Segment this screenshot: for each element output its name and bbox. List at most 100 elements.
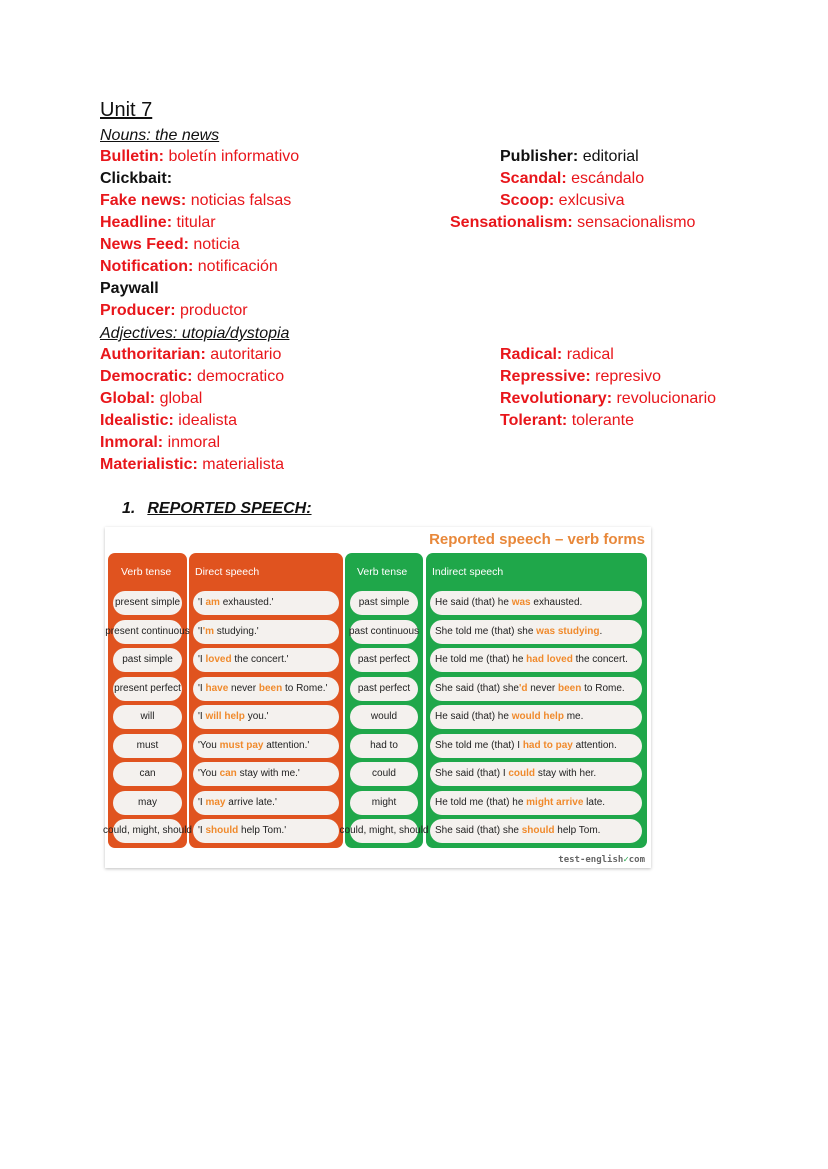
highlighted-verb: must pay bbox=[219, 739, 264, 751]
nouns-heading: Nouns: the news bbox=[100, 127, 220, 144]
vocab-entry: Tolerant: tolerante bbox=[500, 410, 634, 432]
new-tense-cell: could bbox=[350, 762, 418, 786]
sentence-text: She told me (that) she bbox=[435, 625, 537, 637]
test-english-logo: test-english✓com bbox=[558, 855, 645, 865]
sentence-text: 'I bbox=[198, 654, 206, 665]
direct-speech-cell: 'I loved the concert.' bbox=[193, 648, 339, 672]
highlighted-verb: could bbox=[508, 768, 536, 779]
vocab-term: Notification: bbox=[100, 258, 194, 275]
highlighted-verb: might arrive bbox=[526, 796, 584, 808]
direct-speech-cell: 'You can stay with me.' bbox=[193, 762, 339, 786]
indirect-speech-cell: She told me (that) I had to pay attentio… bbox=[430, 733, 642, 758]
cell-text: would bbox=[370, 711, 398, 722]
vocab-definition: noticia bbox=[193, 236, 240, 253]
sentence-text: never bbox=[527, 682, 559, 694]
vocab-term: Inmoral: bbox=[100, 434, 164, 451]
sentence-text: late. bbox=[583, 796, 606, 808]
adjectives-heading: Adjectives: utopia/dystopia bbox=[100, 325, 290, 342]
vocab-term: Tolerant: bbox=[500, 412, 568, 429]
sentence-text: exhausted. bbox=[530, 597, 583, 608]
tense-cell: must bbox=[113, 733, 182, 758]
highlighted-verb: was studying bbox=[536, 625, 600, 637]
highlighted-verb: 'm bbox=[202, 625, 214, 637]
vocab-definition: represivo bbox=[595, 368, 661, 385]
vocab-term: Fake news: bbox=[100, 192, 187, 209]
highlighted-verb: had loved bbox=[526, 654, 573, 665]
sentence-text: 'You bbox=[198, 739, 220, 751]
cell-text: can bbox=[139, 768, 156, 779]
sentence-text: 'I bbox=[198, 597, 206, 608]
highlighted-verb: been bbox=[258, 682, 283, 694]
vocab-definition: notificación bbox=[197, 258, 278, 275]
vocab-definition: boletín informativo bbox=[168, 148, 300, 165]
vocab-definition: sensacionalismo bbox=[577, 214, 696, 231]
highlighted-verb: can bbox=[219, 768, 237, 779]
tense-cell: will bbox=[113, 705, 182, 729]
vocab-entry: Sensationalism: sensacionalismo bbox=[450, 212, 695, 234]
highlighted-verb: loved bbox=[205, 654, 232, 665]
vocab-entry: Paywall bbox=[100, 278, 159, 300]
vocab-entry: Authoritarian: autoritario bbox=[100, 344, 281, 366]
cell-text: must bbox=[136, 739, 159, 751]
list-number: 1. bbox=[122, 500, 136, 517]
highlighted-verb: 'd bbox=[518, 682, 528, 694]
sentence-text: He said (that) he bbox=[435, 597, 512, 608]
vocab-entry: News Feed: noticia bbox=[100, 234, 240, 256]
vocab-definition: revolucionario bbox=[616, 390, 717, 407]
vocab-term: Headline: bbox=[100, 214, 173, 231]
sentence-text: help Tom.' bbox=[238, 825, 287, 836]
new-tense-cell: past perfect bbox=[350, 648, 418, 672]
vocab-definition: editorial bbox=[582, 148, 639, 165]
vocab-entry: Publisher: editorial bbox=[500, 146, 639, 168]
new-tense-cell: past perfect bbox=[350, 676, 418, 701]
sentence-text: 'You bbox=[198, 768, 220, 779]
sentence-text: arrive late.' bbox=[225, 796, 277, 808]
vocab-definition: noticias falsas bbox=[190, 192, 292, 209]
new-tense-cell: could, might, should bbox=[340, 819, 428, 843]
vocab-term: Paywall bbox=[100, 280, 159, 297]
cell-text: could, might, should bbox=[339, 825, 429, 836]
direct-speech-cell: 'I may arrive late.' bbox=[193, 790, 339, 815]
highlighted-verb: may bbox=[205, 796, 226, 808]
sentence-text: attention.' bbox=[263, 739, 310, 751]
sentence-text: 'I bbox=[198, 825, 206, 836]
column-header: Indirect speech bbox=[432, 566, 504, 578]
vocab-term: Producer: bbox=[100, 302, 176, 319]
vocab-entry: Repressive: represivo bbox=[500, 366, 661, 388]
tense-cell: can bbox=[113, 762, 182, 786]
vocab-definition: autoritario bbox=[210, 346, 282, 363]
vocab-entry: Clickbait: bbox=[100, 168, 172, 190]
new-tense-cell: would bbox=[350, 705, 418, 729]
heading-text: REPORTED SPEECH: bbox=[147, 500, 312, 517]
sentence-text: stay with her. bbox=[535, 768, 597, 779]
unit-title: Unit 7 bbox=[100, 99, 153, 121]
sentence-text: to Rome.' bbox=[282, 682, 328, 694]
sentence-text: to Rome. bbox=[581, 682, 625, 694]
vocab-entry: Inmoral: inmoral bbox=[100, 432, 220, 454]
sentence-text: 'I bbox=[198, 711, 206, 722]
indirect-speech-cell: He said (that) he was exhausted. bbox=[430, 591, 642, 615]
sentence-text: . bbox=[599, 625, 603, 637]
vocab-entry: Bulletin: boletín informativo bbox=[100, 146, 299, 168]
vocab-entry: Scoop: exlcusiva bbox=[500, 190, 624, 212]
sentence-text: never bbox=[228, 682, 259, 694]
vocab-entry: Revolutionary: revolucionario bbox=[500, 388, 716, 410]
direct-speech-cell: 'I am exhausted.' bbox=[193, 591, 339, 615]
cell-text: present continuous bbox=[105, 625, 190, 637]
indirect-speech-cell: He said (that) he would help me. bbox=[430, 705, 642, 729]
direct-speech-cell: 'I'm studying.' bbox=[193, 619, 339, 644]
sentence-text: help Tom. bbox=[554, 825, 601, 836]
indirect-speech-cell: She told me (that) she was studying. bbox=[430, 619, 642, 644]
vocab-term: Sensationalism: bbox=[450, 214, 573, 231]
vocab-entry: Idealistic: idealista bbox=[100, 410, 237, 432]
indirect-speech-cell: He told me (that) he had loved the conce… bbox=[430, 648, 642, 672]
cell-text: might bbox=[371, 796, 397, 808]
vocab-term: Revolutionary: bbox=[500, 390, 613, 407]
reported-speech-heading: 1. REPORTED SPEECH: bbox=[122, 500, 312, 518]
vocab-term: Repressive: bbox=[500, 368, 591, 385]
sentence-text: the concert.' bbox=[231, 654, 289, 665]
sentence-text: exhausted.' bbox=[219, 597, 274, 608]
highlighted-verb: was bbox=[511, 597, 531, 608]
vocab-term: Scandal: bbox=[500, 170, 567, 187]
vocab-entry: Scandal: escándalo bbox=[500, 168, 644, 190]
